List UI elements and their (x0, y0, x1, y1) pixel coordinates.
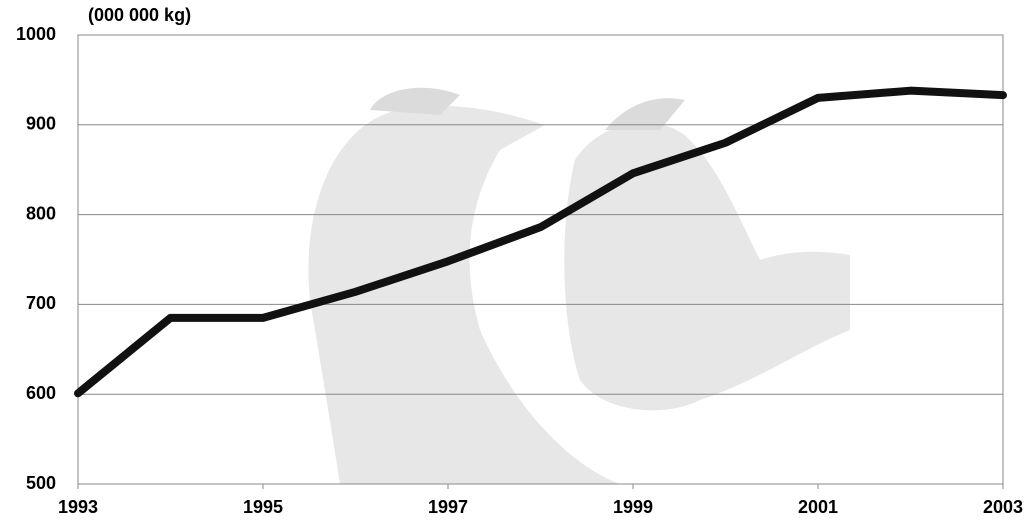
y-tick-label: 1000 (16, 24, 56, 44)
x-tick-label: 1995 (243, 497, 283, 517)
x-tick-label: 1993 (58, 497, 98, 517)
y-axis-label: (000 000 kg) (88, 5, 191, 25)
x-tick-label: 2003 (983, 497, 1023, 517)
x-tick-label: 1997 (428, 497, 468, 517)
y-tick-label: 700 (26, 293, 56, 313)
background-illustration (308, 87, 850, 484)
x-tick-label: 2001 (798, 497, 838, 517)
plot-frame (77, 34, 1004, 485)
y-tick-label: 900 (26, 114, 56, 134)
y-tick-label: 600 (26, 383, 56, 403)
data-line (74, 86, 1007, 398)
y-tick-label: 500 (26, 473, 56, 493)
y-tick-label: 800 (26, 203, 56, 223)
x-tick-label: 1999 (613, 497, 653, 517)
